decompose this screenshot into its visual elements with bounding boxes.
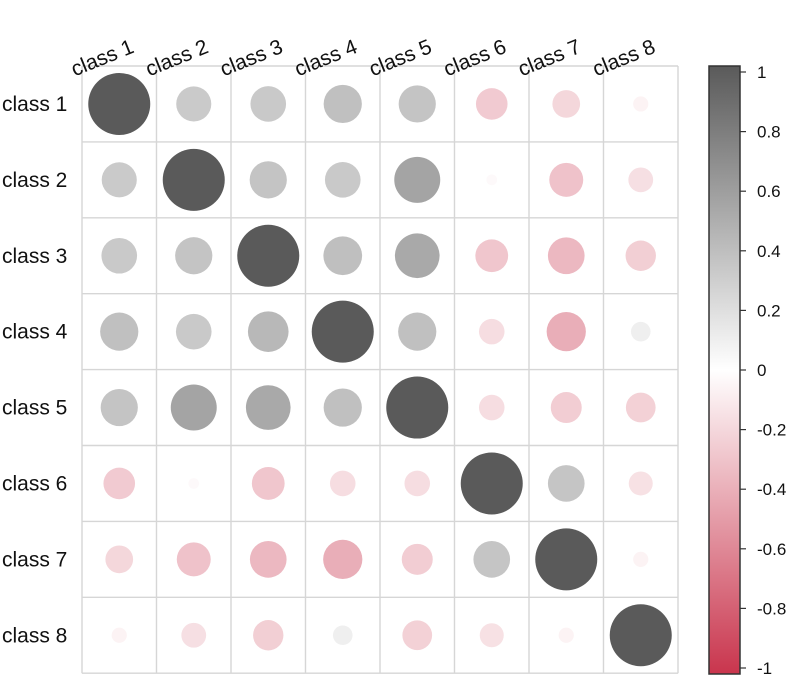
row-labels: class 1 class 2 class 3 class 4 class 5 class… bbox=[2, 93, 68, 647]
correlation-circle bbox=[245, 385, 291, 430]
correlation-circle bbox=[550, 392, 582, 424]
correlation-circle bbox=[323, 84, 362, 124]
correlation-circle bbox=[547, 237, 585, 275]
correlation-circle bbox=[176, 86, 212, 122]
correlation-circle bbox=[401, 543, 433, 575]
correlation-circle bbox=[628, 167, 654, 193]
correlation-circle bbox=[103, 467, 136, 500]
column-label: class 7 bbox=[515, 35, 584, 81]
correlation-circle bbox=[323, 388, 362, 427]
correlation-circle bbox=[170, 384, 217, 431]
colorbar-tick-label: 0.8 bbox=[757, 123, 781, 142]
correlation-circle bbox=[628, 471, 653, 496]
correlation-circle bbox=[188, 478, 200, 489]
grid bbox=[81, 65, 679, 674]
colorbar-tick-label: -0.6 bbox=[757, 540, 786, 559]
correlation-circle bbox=[402, 620, 433, 651]
correlation-circle bbox=[630, 321, 651, 342]
column-label: class 3 bbox=[217, 35, 286, 81]
correlation-circle bbox=[552, 90, 581, 118]
correlation-circle bbox=[323, 236, 363, 276]
correlation-circle bbox=[101, 237, 138, 274]
correlation-circle bbox=[394, 156, 441, 203]
correlation-circle bbox=[111, 627, 127, 643]
column-label: class 4 bbox=[291, 35, 361, 81]
correlation-circle bbox=[250, 86, 287, 122]
correlation-circle bbox=[100, 312, 139, 351]
circles bbox=[88, 72, 672, 667]
correlation-circle bbox=[460, 452, 523, 515]
row-label: class 1 bbox=[2, 93, 67, 116]
correlation-circle bbox=[324, 162, 361, 198]
correlation-circle bbox=[247, 311, 289, 352]
colorbar-tick-label: 0.6 bbox=[757, 182, 781, 201]
correlation-circle bbox=[176, 542, 211, 577]
colorbar-tick-label: 0.4 bbox=[757, 242, 781, 261]
correlation-circle bbox=[88, 72, 151, 135]
column-label: class 5 bbox=[366, 35, 435, 81]
row-label: class 6 bbox=[2, 472, 67, 495]
row-label: class 4 bbox=[2, 321, 68, 344]
column-label: class 2 bbox=[142, 35, 211, 81]
correlation-circle bbox=[323, 539, 363, 579]
correlation-circle bbox=[332, 625, 353, 646]
column-labels: class 1 class 2 class 3 class 4 class 5 class… bbox=[68, 35, 659, 81]
correlation-circle bbox=[398, 312, 437, 351]
colorbar-tick-label: 1 bbox=[757, 63, 766, 82]
correlation-circle bbox=[547, 465, 585, 502]
colorbar-tick-label: -0.8 bbox=[757, 599, 786, 618]
colorbar-tick-label: 0 bbox=[757, 361, 766, 380]
correlation-circle bbox=[251, 467, 285, 500]
correlation-circle bbox=[404, 470, 431, 497]
correlation-circle bbox=[633, 96, 649, 112]
correlation-circle bbox=[535, 528, 598, 591]
colorbar-tick-label: -0.2 bbox=[757, 421, 786, 440]
correlation-circle bbox=[475, 239, 509, 273]
correlation-circle bbox=[546, 312, 586, 352]
row-label: class 2 bbox=[2, 169, 67, 192]
correlation-circle bbox=[175, 237, 213, 275]
colorbar-tick-label: -1 bbox=[757, 659, 772, 678]
correlation-circle bbox=[625, 240, 656, 271]
correlation-circle bbox=[311, 300, 374, 363]
correlation-circle bbox=[249, 161, 287, 199]
correlation-circle bbox=[473, 541, 511, 578]
row-label: class 3 bbox=[2, 245, 67, 268]
correlation-circle bbox=[105, 545, 134, 574]
correlation-circle bbox=[101, 162, 137, 198]
correlation-circle bbox=[100, 388, 138, 427]
correlation-circle bbox=[625, 392, 656, 423]
colorbar: 1 0.8 0.6 0.4 0.2 0 -0.2 -0.4 -0.6 -0.8 -1 bbox=[708, 63, 786, 678]
correlation-circle bbox=[478, 394, 505, 421]
row-label: class 5 bbox=[2, 397, 67, 420]
column-label: class 8 bbox=[589, 35, 658, 81]
correlation-circle bbox=[558, 627, 574, 643]
colorbar-gradient bbox=[708, 65, 741, 675]
correlation-circle bbox=[175, 313, 212, 350]
colorbar-tick-label: -0.4 bbox=[757, 480, 786, 499]
correlation-circle bbox=[394, 233, 440, 279]
correlation-circle bbox=[486, 174, 498, 186]
correlation-circle bbox=[479, 623, 504, 648]
row-label: class 7 bbox=[2, 548, 67, 571]
correlation-circle bbox=[329, 470, 356, 497]
correlation-circle bbox=[253, 620, 284, 651]
correlation-circle bbox=[549, 162, 584, 197]
row-label: class 8 bbox=[2, 624, 67, 647]
correlation-circle bbox=[386, 376, 449, 439]
correlation-circle bbox=[609, 604, 672, 667]
correlation-circle bbox=[398, 85, 436, 123]
correlation-circle bbox=[181, 622, 207, 648]
correlation-circle bbox=[478, 318, 505, 345]
column-label: class 6 bbox=[440, 35, 509, 81]
correlation-circle bbox=[633, 551, 649, 567]
colorbar-tick-label: 0.2 bbox=[757, 301, 781, 320]
correlation-circle bbox=[475, 88, 508, 120]
correlation-circle bbox=[162, 148, 225, 211]
correlation-circle bbox=[249, 541, 287, 578]
correlation-circle bbox=[237, 224, 300, 287]
